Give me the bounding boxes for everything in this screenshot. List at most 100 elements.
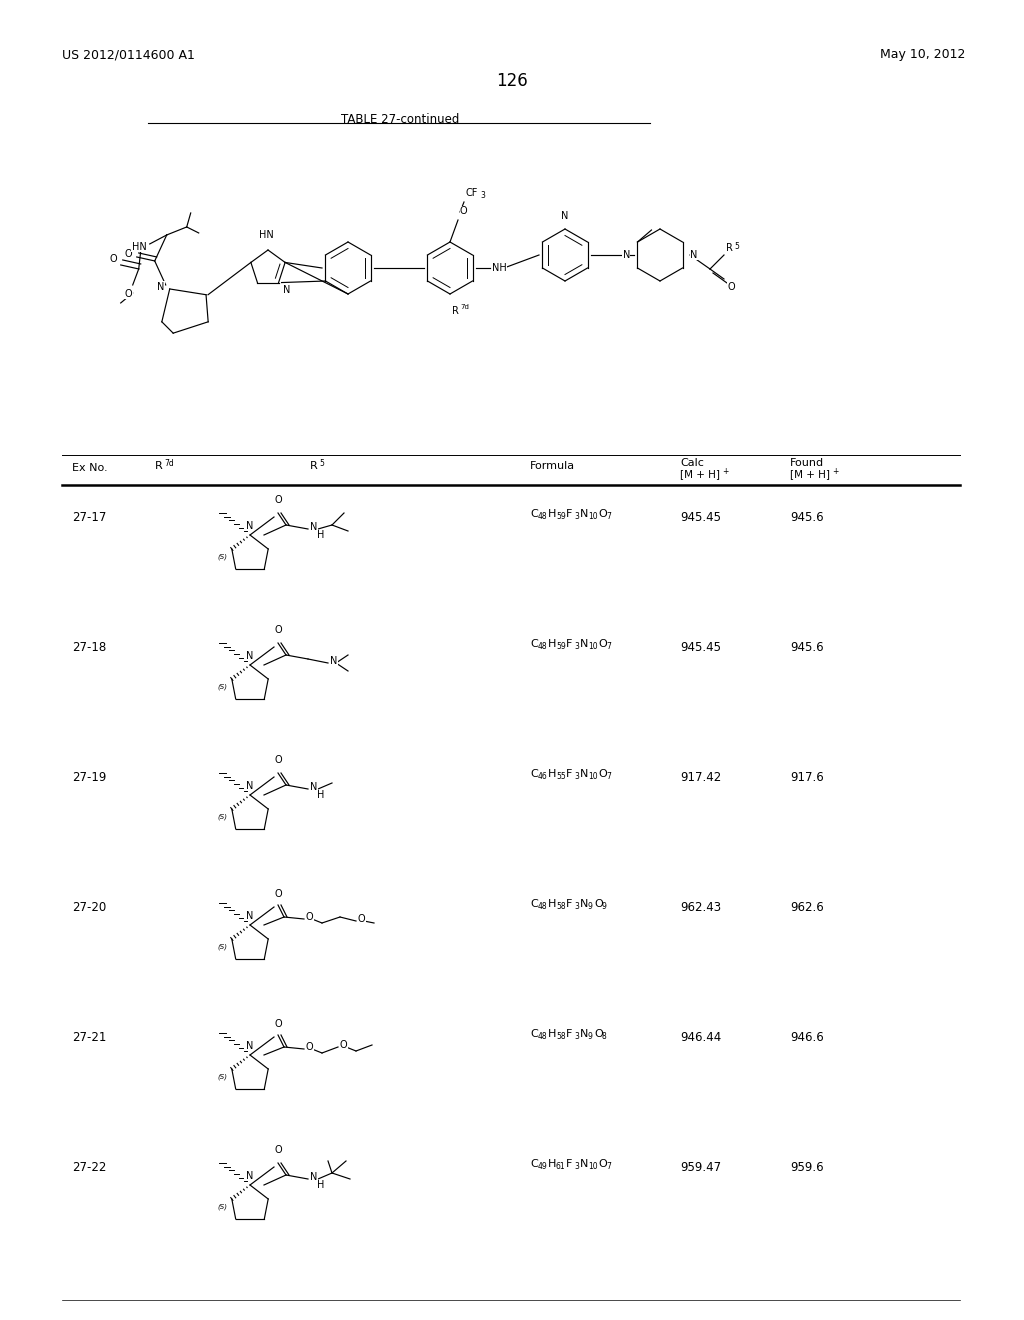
Text: 7d: 7d (164, 459, 174, 469)
Text: 917.42: 917.42 (680, 771, 721, 784)
Text: +: + (831, 467, 839, 477)
Text: 3: 3 (480, 191, 485, 201)
Text: 5: 5 (319, 459, 324, 469)
Text: C: C (530, 899, 538, 909)
Text: C: C (530, 639, 538, 649)
Text: 7d: 7d (460, 304, 469, 310)
Text: 61: 61 (556, 1162, 565, 1171)
Text: 9: 9 (588, 1032, 593, 1041)
Text: 7: 7 (606, 642, 611, 651)
Text: N: N (158, 282, 165, 292)
Text: N: N (561, 211, 568, 220)
Text: N: N (330, 656, 337, 667)
Text: N: N (247, 1041, 254, 1051)
Text: 27-21: 27-21 (72, 1031, 106, 1044)
Text: O: O (598, 770, 607, 779)
Text: O: O (594, 899, 603, 909)
Text: O: O (598, 510, 607, 519)
Text: US 2012/0114600 A1: US 2012/0114600 A1 (62, 48, 195, 61)
Text: H: H (548, 770, 556, 779)
Text: 59: 59 (556, 642, 565, 651)
Text: O: O (358, 913, 366, 924)
Text: H: H (548, 1159, 556, 1170)
Text: O: O (340, 1040, 347, 1049)
Text: 3: 3 (574, 512, 579, 521)
Text: 3: 3 (574, 1162, 579, 1171)
Text: 58: 58 (556, 1032, 565, 1041)
Text: 58: 58 (556, 902, 565, 911)
Text: 48: 48 (538, 642, 548, 651)
Text: (S): (S) (218, 553, 227, 560)
Text: Ex No.: Ex No. (72, 463, 108, 473)
Text: (S): (S) (218, 813, 227, 820)
Text: (S): (S) (218, 942, 227, 949)
Text: 945.6: 945.6 (790, 642, 823, 653)
Text: 945.45: 945.45 (680, 511, 721, 524)
Text: N: N (247, 781, 254, 791)
Text: Formula: Formula (530, 461, 575, 471)
Text: 7: 7 (606, 1162, 611, 1171)
Text: 962.43: 962.43 (680, 902, 721, 913)
Text: 5: 5 (734, 242, 739, 251)
Text: 48: 48 (538, 512, 548, 521)
Text: F: F (566, 510, 572, 519)
Text: N: N (580, 899, 589, 909)
Text: 59: 59 (556, 512, 565, 521)
Text: 10: 10 (588, 642, 598, 651)
Text: Found: Found (790, 458, 824, 469)
Text: (S): (S) (218, 1073, 227, 1080)
Text: 27-17: 27-17 (72, 511, 106, 524)
Text: 10: 10 (588, 772, 598, 781)
Text: N: N (690, 249, 697, 260)
Text: (S): (S) (218, 1203, 227, 1209)
Text: N: N (580, 1159, 589, 1170)
Text: F: F (566, 639, 572, 649)
Text: O: O (594, 1030, 603, 1039)
Text: O: O (274, 1144, 282, 1155)
Text: 3: 3 (574, 642, 579, 651)
Text: [M + H]: [M + H] (790, 469, 830, 479)
Text: R: R (726, 243, 733, 253)
Text: O: O (274, 755, 282, 766)
Text: 3: 3 (574, 1032, 579, 1041)
Text: O: O (274, 888, 282, 899)
Text: F: F (566, 1159, 572, 1170)
Text: [M + H]: [M + H] (680, 469, 720, 479)
Text: N: N (580, 510, 589, 519)
Text: O: O (110, 253, 117, 264)
Text: HN: HN (259, 230, 273, 240)
Text: N: N (623, 249, 630, 260)
Text: 46: 46 (538, 772, 548, 781)
Text: C: C (530, 1159, 538, 1170)
Text: H: H (548, 639, 556, 649)
Text: 48: 48 (538, 902, 548, 911)
Text: N: N (310, 521, 317, 532)
Text: N: N (247, 911, 254, 921)
Text: C: C (530, 770, 538, 779)
Text: F: F (566, 899, 572, 909)
Text: H: H (317, 789, 325, 800)
Text: N: N (580, 770, 589, 779)
Text: C: C (530, 1030, 538, 1039)
Text: N: N (580, 1030, 589, 1039)
Text: May 10, 2012: May 10, 2012 (880, 48, 966, 61)
Text: N: N (310, 781, 317, 792)
Text: N: N (310, 1172, 317, 1181)
Text: 945.6: 945.6 (790, 511, 823, 524)
Text: 10: 10 (588, 1162, 598, 1171)
Text: 27-18: 27-18 (72, 642, 106, 653)
Text: 959.47: 959.47 (680, 1162, 721, 1173)
Text: 9: 9 (602, 902, 607, 911)
Text: O: O (274, 1019, 282, 1030)
Text: H: H (317, 1180, 325, 1191)
Text: R: R (452, 306, 459, 315)
Text: O: O (274, 495, 282, 506)
Text: C: C (530, 510, 538, 519)
Text: O: O (598, 1159, 607, 1170)
Text: H: H (548, 510, 556, 519)
Text: O: O (598, 639, 607, 649)
Text: 27-20: 27-20 (72, 902, 106, 913)
Text: (S): (S) (218, 682, 227, 689)
Text: H: H (548, 899, 556, 909)
Text: N: N (247, 651, 254, 661)
